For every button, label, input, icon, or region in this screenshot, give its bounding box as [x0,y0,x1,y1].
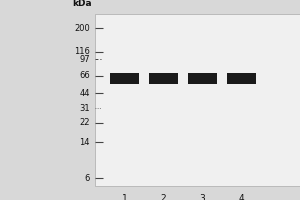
Text: 14: 14 [80,138,90,147]
Text: 31: 31 [80,104,90,113]
Bar [110,73,139,84]
Text: 66: 66 [79,71,90,80]
Text: 97: 97 [80,55,90,64]
Text: 22: 22 [80,118,90,127]
Text: 1: 1 [122,194,128,200]
Bar [149,73,178,84]
Text: 116: 116 [74,47,90,56]
Text: 44: 44 [80,89,90,98]
Text: kDa: kDa [72,0,92,8]
Text: 2: 2 [161,194,166,200]
Text: 3: 3 [200,194,206,200]
Text: 6: 6 [85,174,90,183]
Text: 200: 200 [74,24,90,33]
Text: 4: 4 [239,194,244,200]
Bar [188,73,217,84]
Bar [94,14,300,186]
Bar [227,73,256,84]
